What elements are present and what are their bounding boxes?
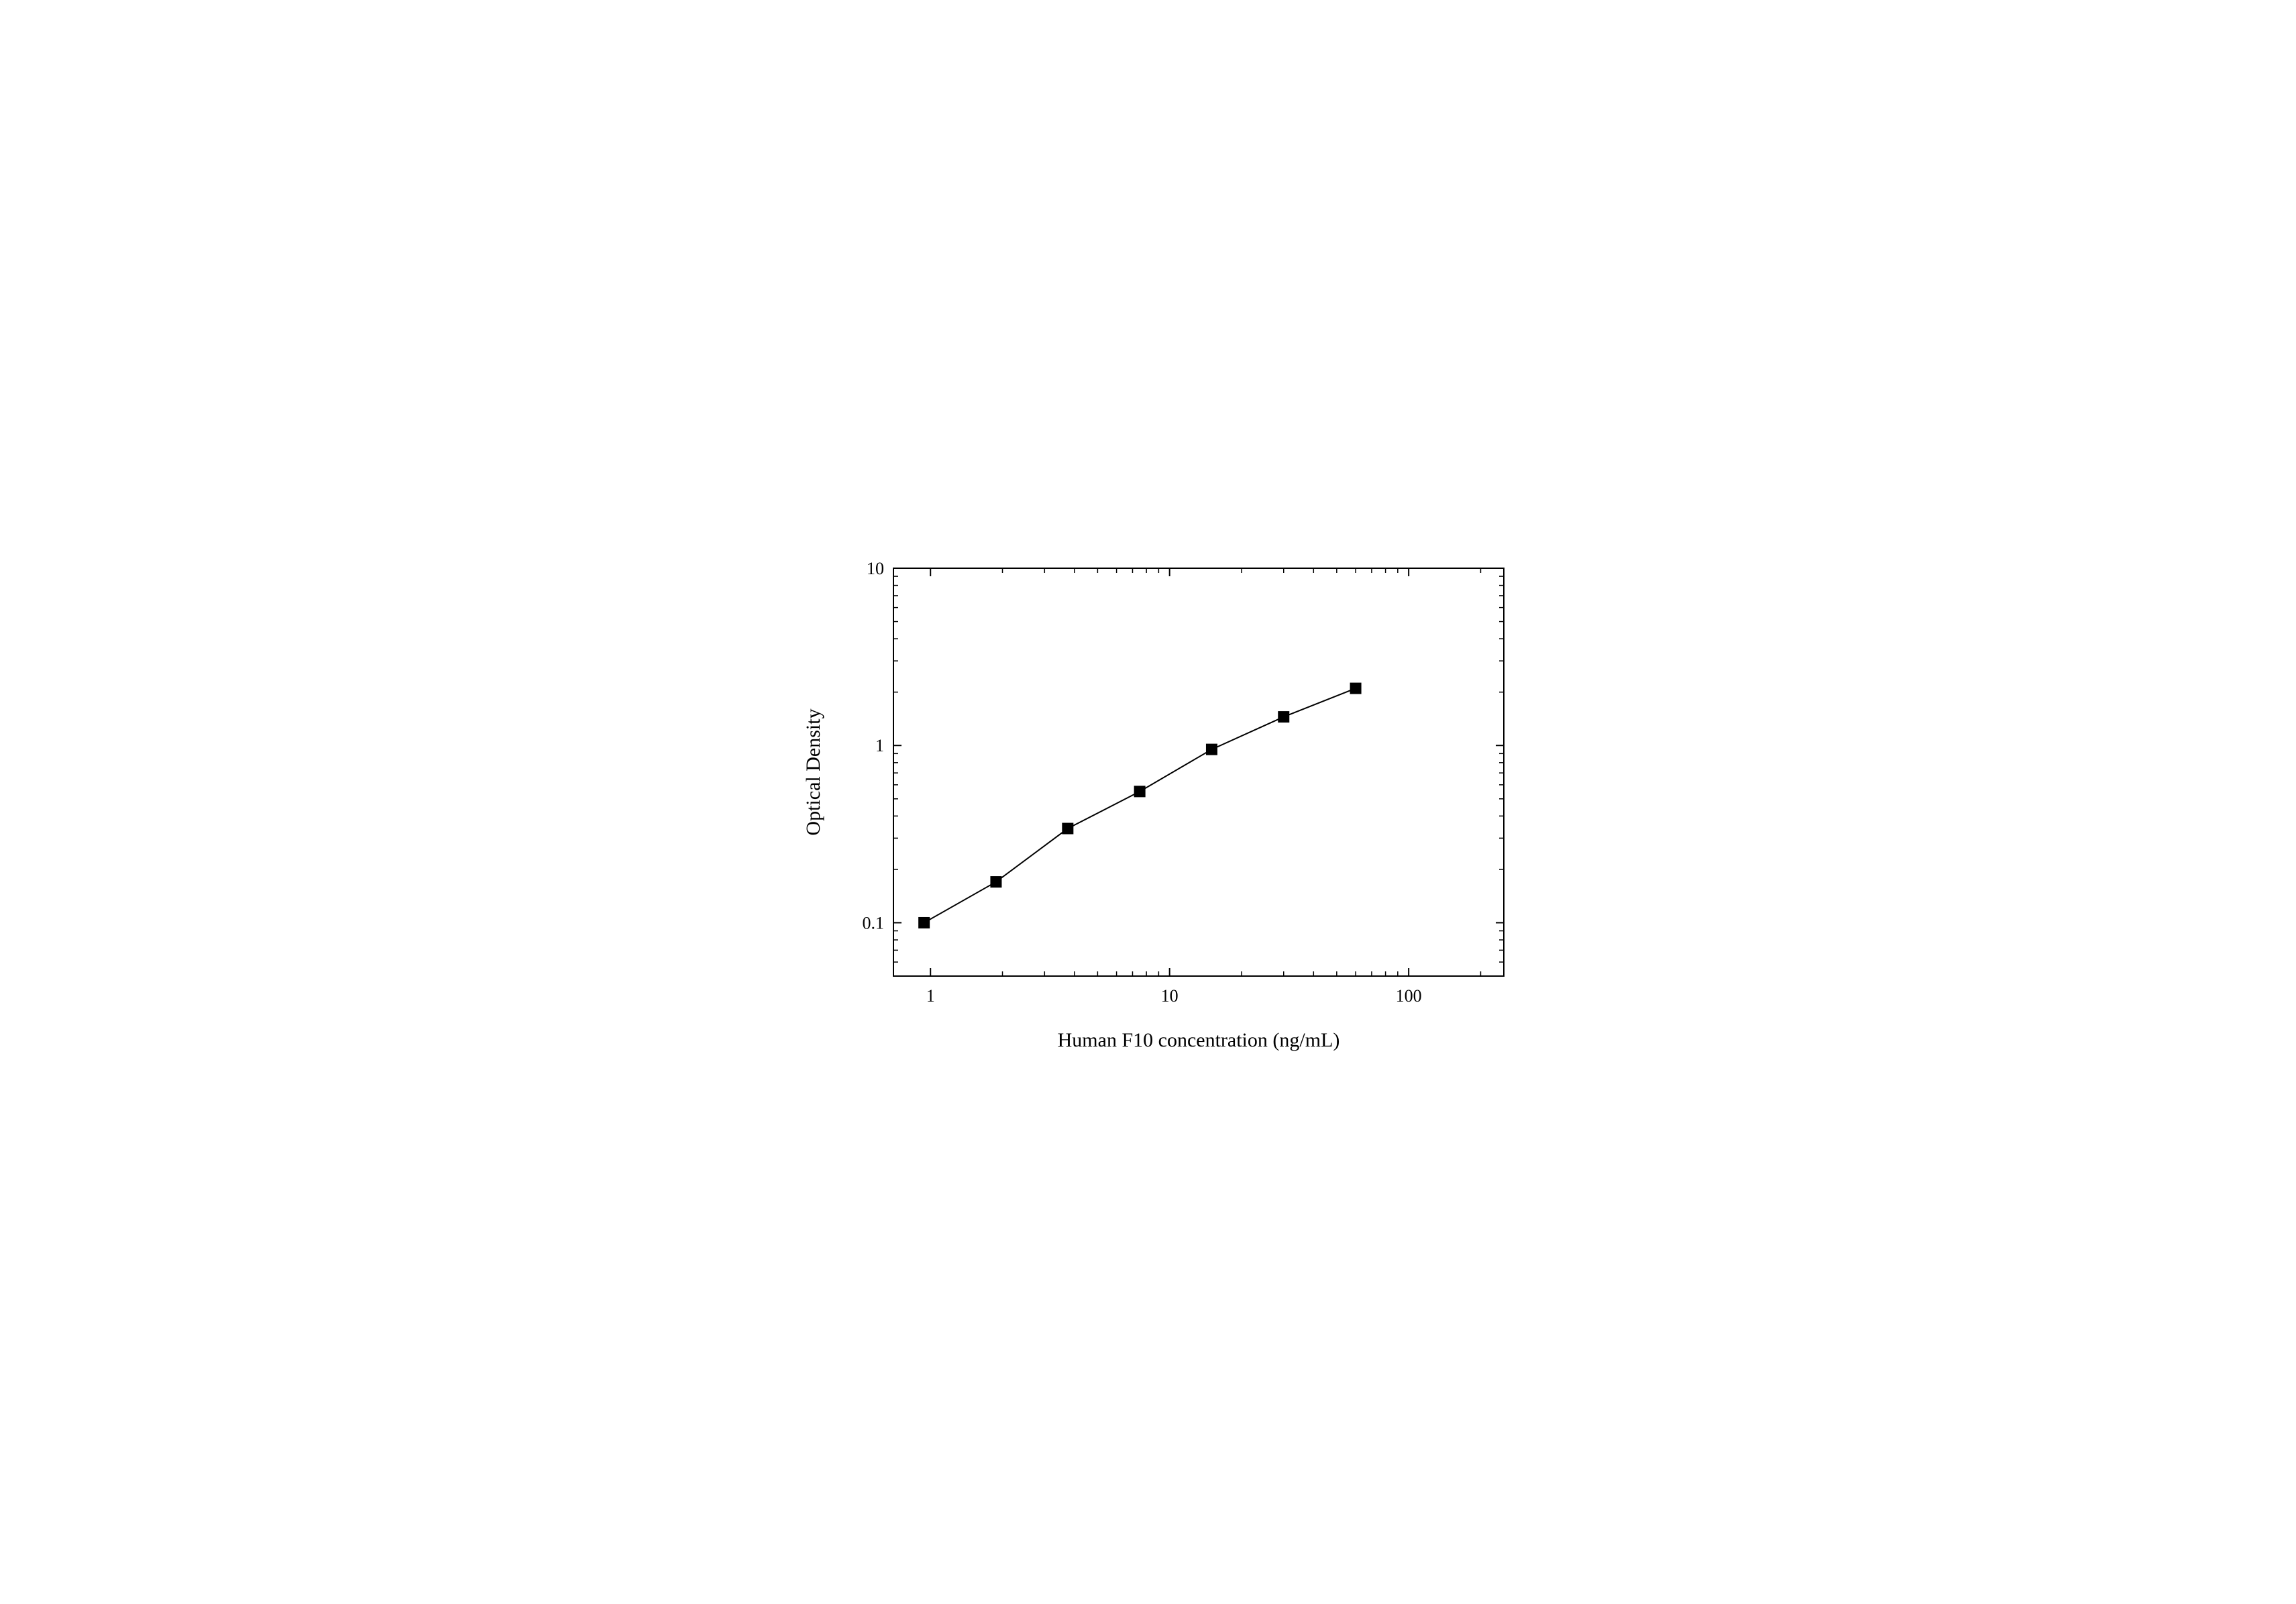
data-marker	[1062, 823, 1073, 834]
data-marker	[1206, 744, 1217, 755]
plot-frame	[893, 568, 1504, 976]
chart-container: 1 10 100 0.1 1 10 Human F10 concentration (ng/…	[746, 521, 1551, 1083]
y-axis-label: Optical Density	[802, 708, 824, 835]
data-marker	[1134, 786, 1145, 796]
data-marker	[1350, 683, 1361, 694]
y-tick-label: 10	[867, 559, 884, 578]
data-marker	[1278, 711, 1289, 722]
data-marker	[990, 876, 1001, 887]
chart-svg: 1 10 100 0.1 1 10 Human F10 concentration (ng/…	[746, 521, 1551, 1083]
x-tick-label: 1	[926, 986, 934, 1006]
data-marker	[918, 917, 929, 928]
x-tick-label: 100	[1395, 986, 1421, 1006]
x-tick-label: 10	[1160, 986, 1178, 1006]
y-tick-label: 0.1	[862, 913, 884, 932]
data-line	[924, 688, 1355, 922]
y-tick-label: 1	[875, 736, 884, 755]
x-axis-label: Human F10 concentration (ng/mL)	[1057, 1029, 1340, 1051]
